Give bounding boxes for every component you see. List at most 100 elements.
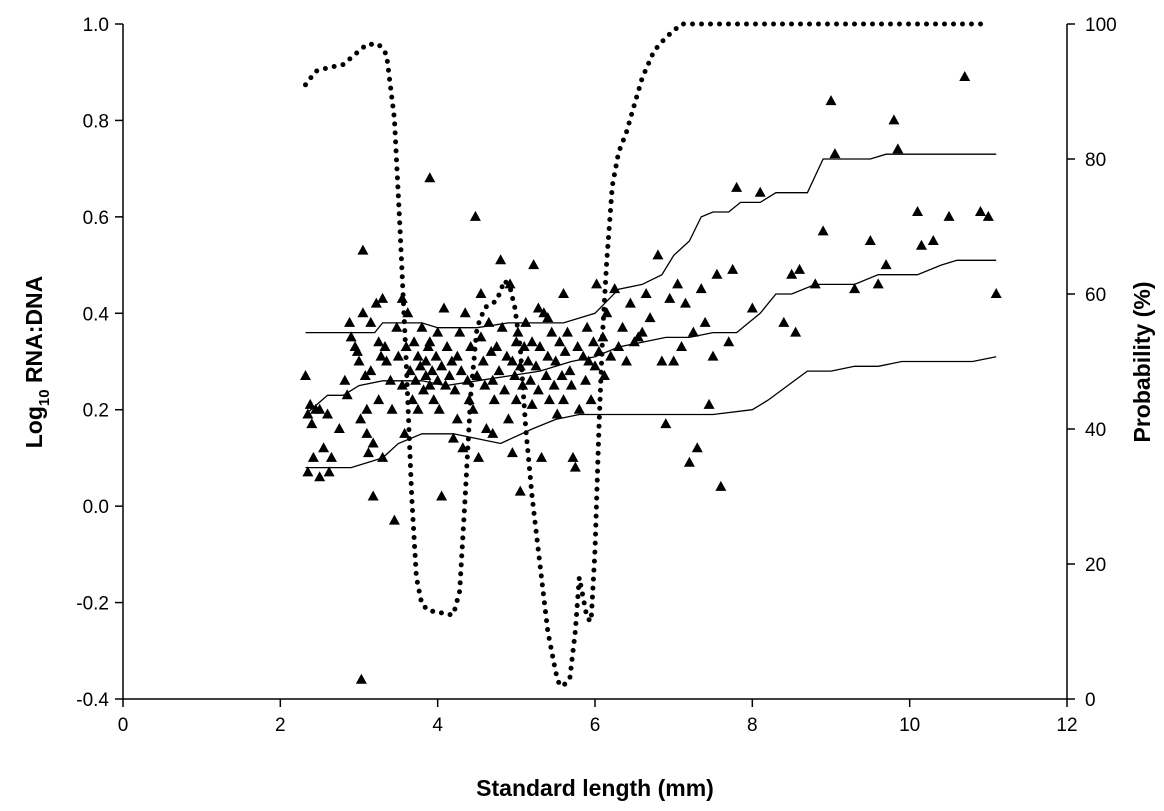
data-point-triangle (361, 427, 373, 438)
data-point-triangle (598, 369, 610, 380)
data-point-triangle (825, 95, 837, 106)
data-point-triangle (457, 442, 469, 453)
y2-tick-label: 80 (1085, 150, 1106, 171)
data-point-triangle (542, 312, 554, 323)
data-point-triangle (451, 413, 463, 424)
y-tick-label: 0.6 (83, 208, 109, 229)
data-point-triangle (572, 341, 584, 352)
y-axis-title-main: Log (21, 406, 47, 448)
data-point-triangle (424, 336, 436, 347)
data-point-triangle (396, 379, 408, 390)
data-point-triangle (668, 355, 680, 366)
data-point-triangle (355, 673, 367, 684)
data-point-triangle (687, 326, 699, 337)
y2-tick-label: 40 (1085, 420, 1106, 441)
data-point-triangle (551, 408, 563, 419)
data-point-triangle (381, 355, 393, 366)
data-point-triangle (546, 326, 558, 337)
data-point-triangle (412, 403, 424, 414)
data-point-triangle (652, 249, 664, 260)
data-point-triangle (506, 447, 518, 458)
data-point-triangle (528, 259, 540, 270)
data-point-triangle (404, 365, 416, 376)
data-point-triangle (493, 365, 505, 376)
data-point-triangle (829, 148, 841, 159)
data-point-triangle (727, 263, 739, 274)
data-point-triangle (424, 172, 436, 183)
data-point-triangle (473, 451, 485, 462)
data-point-triangle (454, 326, 466, 337)
x-tick-label: 6 (590, 715, 601, 736)
data-point-triangle (699, 316, 711, 327)
data-point-triangle (479, 379, 491, 390)
data-point-triangle (357, 244, 369, 255)
data-point-triangle (660, 418, 672, 429)
data-point-triangle (430, 350, 442, 361)
y-axis-title-subscript: 10 (36, 389, 53, 406)
data-point-triangle (644, 312, 656, 323)
data-point-triangle (548, 379, 560, 390)
data-point-triangle (786, 268, 798, 279)
data-point-triangle (339, 374, 351, 385)
data-point-triangle (488, 394, 500, 405)
data-point-triangle (982, 210, 994, 221)
x-tick-label: 0 (118, 715, 129, 736)
data-point-triangle (506, 355, 518, 366)
data-point-triangle (581, 321, 593, 332)
data-point-triangle (449, 384, 461, 395)
data-point-triangle (362, 447, 374, 458)
data-point-triangle (683, 456, 695, 467)
data-point-triangle (754, 186, 766, 197)
percentile-line-3 (305, 356, 997, 469)
data-point-triangle (656, 355, 668, 366)
data-point-triangle (790, 326, 802, 337)
y2-ticks: 0 20 40 60 80 100 (1067, 15, 1117, 711)
data-point-triangle (888, 114, 900, 125)
data-point-triangle (526, 398, 538, 409)
data-point-triangle (436, 360, 448, 371)
data-point-triangle (388, 514, 400, 525)
data-point-triangle (580, 374, 592, 385)
data-point-triangle (306, 418, 318, 429)
data-point-triangle (536, 451, 548, 462)
data-point-triangle (530, 360, 542, 371)
data-point-triangle (483, 316, 495, 327)
y2-tick-label: 0 (1085, 690, 1096, 711)
y-tick-label: -0.4 (76, 690, 109, 711)
data-point-triangle (302, 466, 314, 477)
data-point-triangle (542, 350, 554, 361)
data-point-triangle (990, 288, 1002, 298)
data-point-triangle (679, 297, 691, 308)
data-point-triangle (355, 413, 367, 424)
data-point-triangle (872, 278, 884, 289)
data-point-triangle (809, 278, 821, 289)
data-point-triangle (691, 442, 703, 453)
data-point-triangle (396, 292, 408, 303)
data-point-triangle (428, 394, 440, 405)
data-point-triangle (601, 307, 613, 318)
data-point-triangle (314, 471, 326, 482)
data-point-triangle (325, 451, 337, 462)
data-point-triangle (440, 379, 452, 390)
data-point-triangle (504, 278, 516, 289)
data-point-triangle (532, 302, 544, 313)
data-point-triangle (892, 143, 904, 154)
data-point-triangle (304, 398, 316, 409)
data-point-triangle (664, 292, 676, 303)
data-point-triangle (532, 384, 544, 395)
data-point-triangle (438, 302, 450, 313)
data-point-triangle (880, 259, 892, 270)
data-point-triangle (587, 336, 599, 347)
data-point-triangle (731, 181, 743, 192)
data-point-triangle (583, 355, 595, 366)
data-point-triangle (375, 350, 387, 361)
x-ticks: 0 2 4 6 8 10 12 (118, 699, 1078, 736)
data-point-triangle (959, 71, 971, 82)
data-point-triangle (591, 278, 603, 289)
data-point-triangle (322, 408, 334, 419)
data-point-triangle (302, 408, 314, 419)
data-point-triangle (550, 355, 562, 366)
data-point-triangle (640, 288, 652, 298)
data-point-triangle (501, 350, 513, 361)
data-point-triangle (344, 316, 356, 327)
